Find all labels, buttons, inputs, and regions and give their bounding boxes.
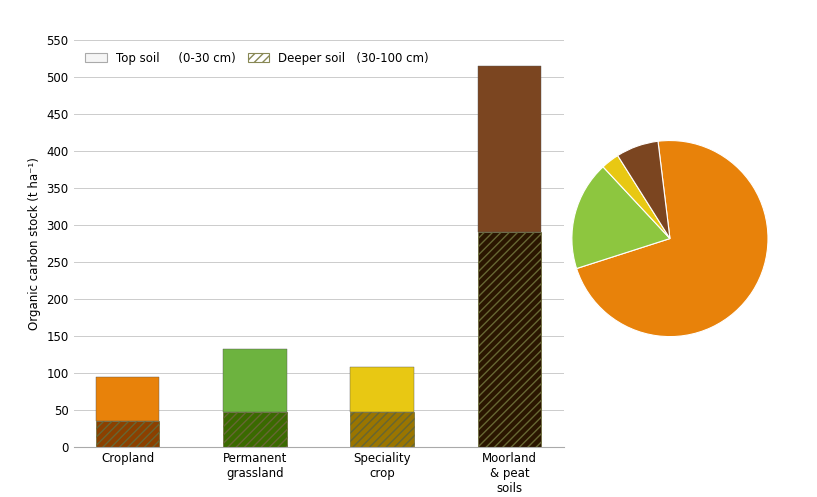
Bar <box>350 366 414 413</box>
Bar <box>223 349 287 412</box>
Bar <box>96 377 159 421</box>
Wedge shape <box>577 141 768 336</box>
Legend: Top soil     (0-30 cm), Deeper soil   (30-100 cm): Top soil (0-30 cm), Deeper soil (30-100 … <box>79 46 435 71</box>
Bar <box>478 66 542 233</box>
Y-axis label: Organic carbon stock (t ha⁻¹): Organic carbon stock (t ha⁻¹) <box>28 157 41 330</box>
Wedge shape <box>572 167 670 268</box>
Wedge shape <box>618 141 670 239</box>
Bar <box>350 413 414 447</box>
Bar <box>223 412 287 447</box>
Bar <box>478 233 542 447</box>
Wedge shape <box>603 156 670 239</box>
Bar <box>96 421 159 447</box>
